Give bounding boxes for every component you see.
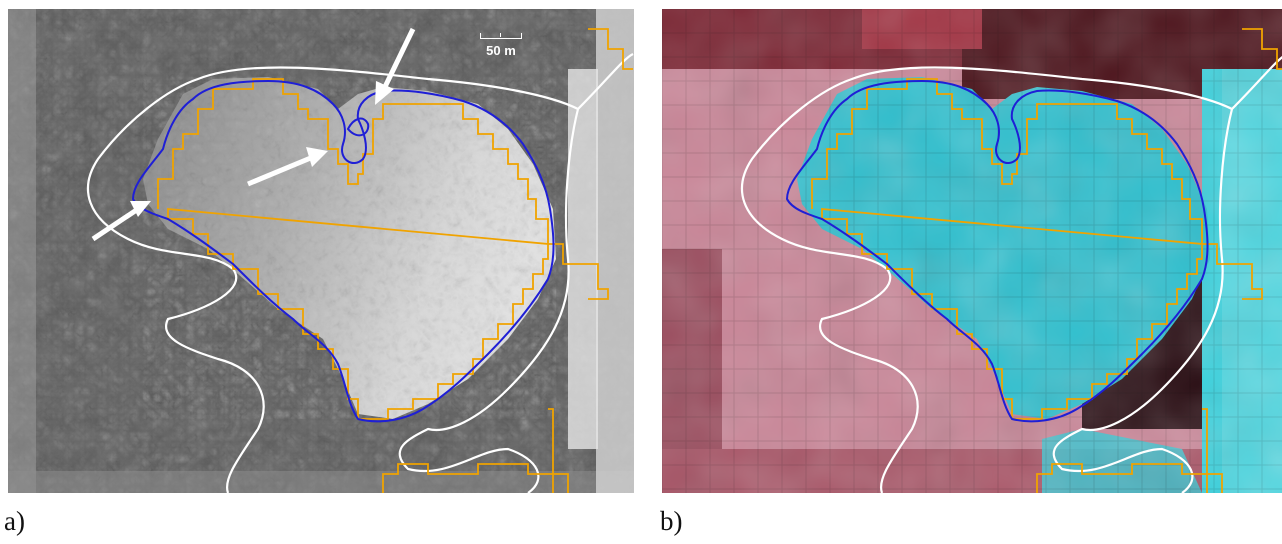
pixel-outline [811,28,1282,493]
reference-outline [86,53,634,493]
aerial-photo-image [8,9,634,493]
pixelated-border [8,9,634,493]
satellite-image-panel [662,9,1282,493]
panel-b-caption: b) [660,506,683,536]
reference-outline [740,55,1282,493]
pointer-arrows [91,27,416,242]
pixel-outline [157,28,633,493]
scale-bar: 50 m [478,33,524,67]
aerial-photo-panel: 50 m [8,9,634,493]
detailed-outline [131,79,555,423]
satellite-image [662,9,1282,493]
scale-bar-label: 50 m [486,43,516,58]
detailed-outline [785,79,1209,423]
panel-a-caption: a) [4,506,25,536]
